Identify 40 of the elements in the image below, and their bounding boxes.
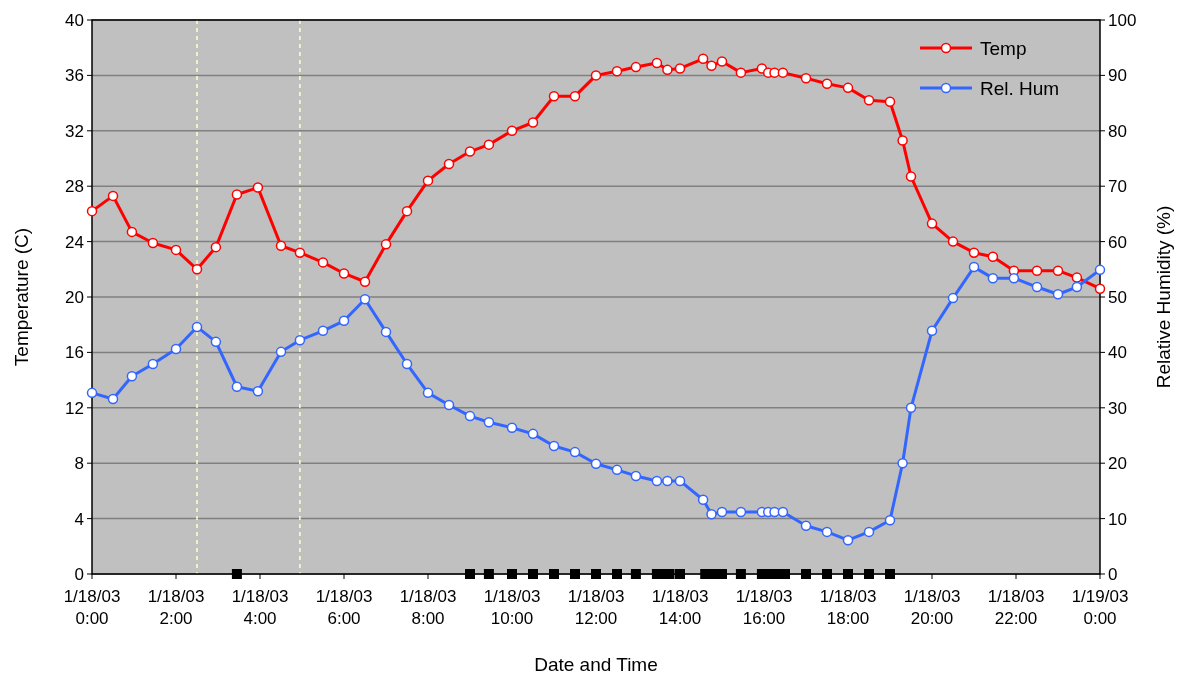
y2-tick-label: 0 <box>1108 564 1118 584</box>
x-tick-label: 1/18/03 4:00 <box>231 587 289 628</box>
y-tick-label: 40 <box>65 10 84 30</box>
legend-label: Temp <box>980 37 1027 59</box>
y2-tick-label: 20 <box>1108 454 1127 474</box>
x-tick-label: 1/18/03 22:00 <box>987 587 1045 628</box>
x-tick-label: 1/18/03 10:00 <box>483 587 541 628</box>
x-tick-label: 1/18/03 18:00 <box>819 587 877 628</box>
x-tick-label: 1/18/03 14:00 <box>651 587 709 628</box>
y2-tick-label: 70 <box>1108 177 1127 197</box>
y-tick-label: 16 <box>65 343 84 363</box>
x-tick-label: 1/18/03 6:00 <box>315 587 373 628</box>
x-tick-label: 1/18/03 20:00 <box>903 587 961 628</box>
x-tick-label: 1/18/03 16:00 <box>735 587 793 628</box>
y-tick-label: 28 <box>65 177 84 197</box>
x-tick-label: 1/18/03 0:00 <box>63 587 121 628</box>
y2-tick-label: 100 <box>1108 10 1137 30</box>
y-tick-label: 4 <box>74 509 84 529</box>
x-axis-title: Date and Time <box>534 654 658 675</box>
y-tick-label: 24 <box>65 232 84 252</box>
x-tick-label: 1/19/03 0:00 <box>1071 587 1129 628</box>
y-axis-title: Temperature (C) <box>11 227 32 367</box>
y-tick-label: 20 <box>65 287 84 307</box>
y2-tick-label: 90 <box>1108 66 1127 86</box>
y-tick-label: 12 <box>65 398 84 418</box>
legend-label: Rel. Hum <box>980 77 1060 99</box>
y2-tick-label: 10 <box>1108 509 1127 529</box>
x-tick-label: 1/18/03 8:00 <box>399 587 457 628</box>
x-tick-label: 1/18/03 2:00 <box>147 587 205 628</box>
y2-tick-label: 80 <box>1108 121 1127 141</box>
y2-tick-label: 30 <box>1108 398 1127 418</box>
y2-tick-label: 40 <box>1108 343 1127 363</box>
y-tick-label: 0 <box>74 564 84 584</box>
y-tick-label: 36 <box>65 66 84 86</box>
y-tick-label: 8 <box>74 454 84 474</box>
y2-tick-label: 50 <box>1108 287 1127 307</box>
x-tick-label: 1/18/03 12:00 <box>567 587 625 628</box>
y2-axis-title: Relative Humidity (%) <box>1153 205 1174 389</box>
y-tick-label: 32 <box>65 121 84 141</box>
y2-tick-label: 60 <box>1108 232 1127 252</box>
